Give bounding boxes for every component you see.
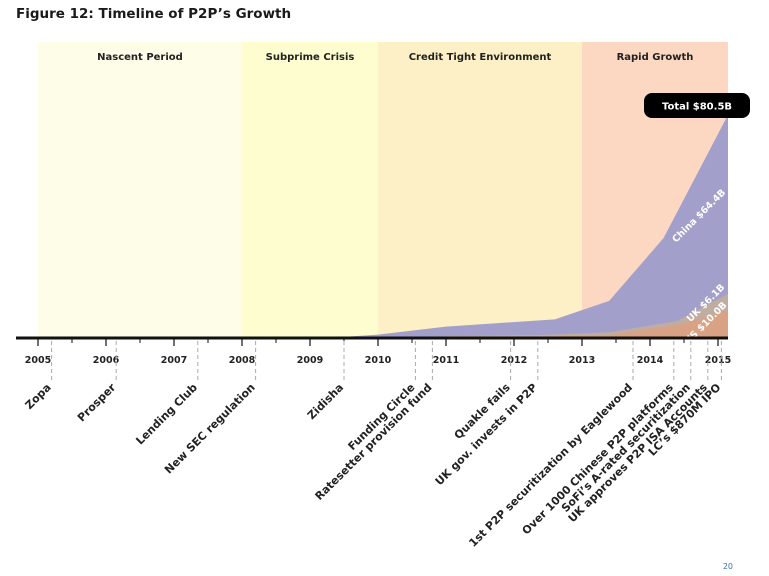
- x-tick-label-2007: 2007: [161, 355, 187, 366]
- event-label-prosper: Prosper: [75, 381, 119, 425]
- event-label-zidisha: Zidisha: [305, 381, 346, 422]
- event-label-sofi-s-a-rated-securitization: SoFi’s A-rated securitization: [559, 381, 693, 515]
- period-band-subprime-crisis: [242, 42, 378, 338]
- event-label-over-1000-chinese-p2p-platforms: Over 1000 Chinese P2P platforms: [520, 381, 677, 538]
- x-axis: 2005 2006 2007 2008 2009 2010 2011 2012 2013 2014…: [16, 336, 731, 366]
- x-tick-label-2005: 2005: [25, 355, 51, 366]
- x-tick-label-2011: 2011: [433, 355, 459, 366]
- figure-title: Figure 12: Timeline of P2P’s Growth: [16, 6, 292, 22]
- period-label-subprime-crisis: Subprime Crisis: [266, 52, 355, 63]
- period-band-credit-tight-environment: [378, 42, 582, 338]
- event-label-zopa: Zopa: [23, 381, 54, 412]
- area-us-10-0b: [327, 310, 728, 338]
- event-label-lending-club: Lending Club: [133, 381, 200, 448]
- period-label-credit-tight-environment: Credit Tight Environment: [409, 52, 552, 63]
- area-china-64-4b: [327, 114, 728, 338]
- x-tick-label-2010: 2010: [365, 355, 392, 366]
- x-tick-label-2009: 2009: [297, 355, 323, 366]
- x-tick-label-2012: 2012: [501, 355, 527, 366]
- event-label-uk-approves-p2p-isa-accounts: UK approves P2P ISA Accounts: [566, 381, 711, 526]
- period-label-rapid-growth: Rapid Growth: [617, 52, 694, 63]
- x-tick-label-2006: 2006: [93, 355, 120, 366]
- total-badge: [644, 93, 750, 118]
- x-tick-label-2014: 2014: [637, 355, 664, 366]
- x-tick-label-2015: 2015: [705, 355, 731, 366]
- total-label: Total $80.5B: [662, 102, 732, 113]
- x-tick-label-2013: 2013: [569, 355, 595, 366]
- page-number: 20: [722, 562, 733, 571]
- series-areas: [327, 114, 728, 338]
- period-label-nascent-period: Nascent Period: [97, 52, 183, 63]
- x-tick-label-2008: 2008: [229, 355, 256, 366]
- period-band-nascent-period: [38, 42, 242, 338]
